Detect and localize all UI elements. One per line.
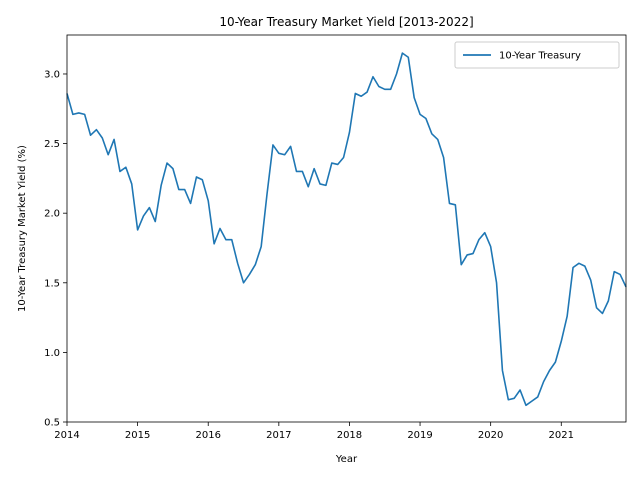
x-tick-label: 2019 — [407, 430, 432, 441]
y-axis-label: 10-Year Treasury Market Yield (%) — [17, 145, 28, 312]
series-layer — [66, 52, 627, 407]
y-tick-label: 2.5 — [44, 139, 60, 150]
y-tick-label: 1.0 — [44, 348, 60, 359]
x-axis: 2014 2015 2016 2017 2018 2019 2020 2021 — [54, 422, 574, 441]
plot-area — [67, 35, 626, 422]
series-line-0 — [66, 52, 627, 407]
x-tick-label: 2014 — [54, 430, 79, 441]
legend-label: 10-Year Treasury — [499, 51, 581, 62]
legend: 10-Year Treasury — [454, 41, 620, 69]
y-tick-label: 1.5 — [44, 278, 60, 289]
y-tick-label: 0.5 — [44, 418, 60, 429]
plot-frame — [66, 34, 627, 423]
x-tick-label: 2016 — [195, 430, 220, 441]
x-tick-label: 2018 — [337, 430, 362, 441]
x-tick-label: 2017 — [266, 430, 291, 441]
y-axis: 0.5 1.0 1.5 2.0 2.5 3.0 — [44, 69, 67, 429]
chart-title: 10-Year Treasury Market Yield [2013-2022… — [219, 15, 473, 29]
legend-box — [454, 41, 620, 69]
y-tick-label: 2.0 — [44, 209, 60, 220]
y-tick-label: 3.0 — [44, 69, 60, 80]
x-tick-label: 2021 — [549, 430, 574, 441]
x-axis-label: Year — [335, 454, 358, 465]
x-tick-label: 2015 — [125, 430, 150, 441]
x-tick-label: 2020 — [478, 430, 503, 441]
